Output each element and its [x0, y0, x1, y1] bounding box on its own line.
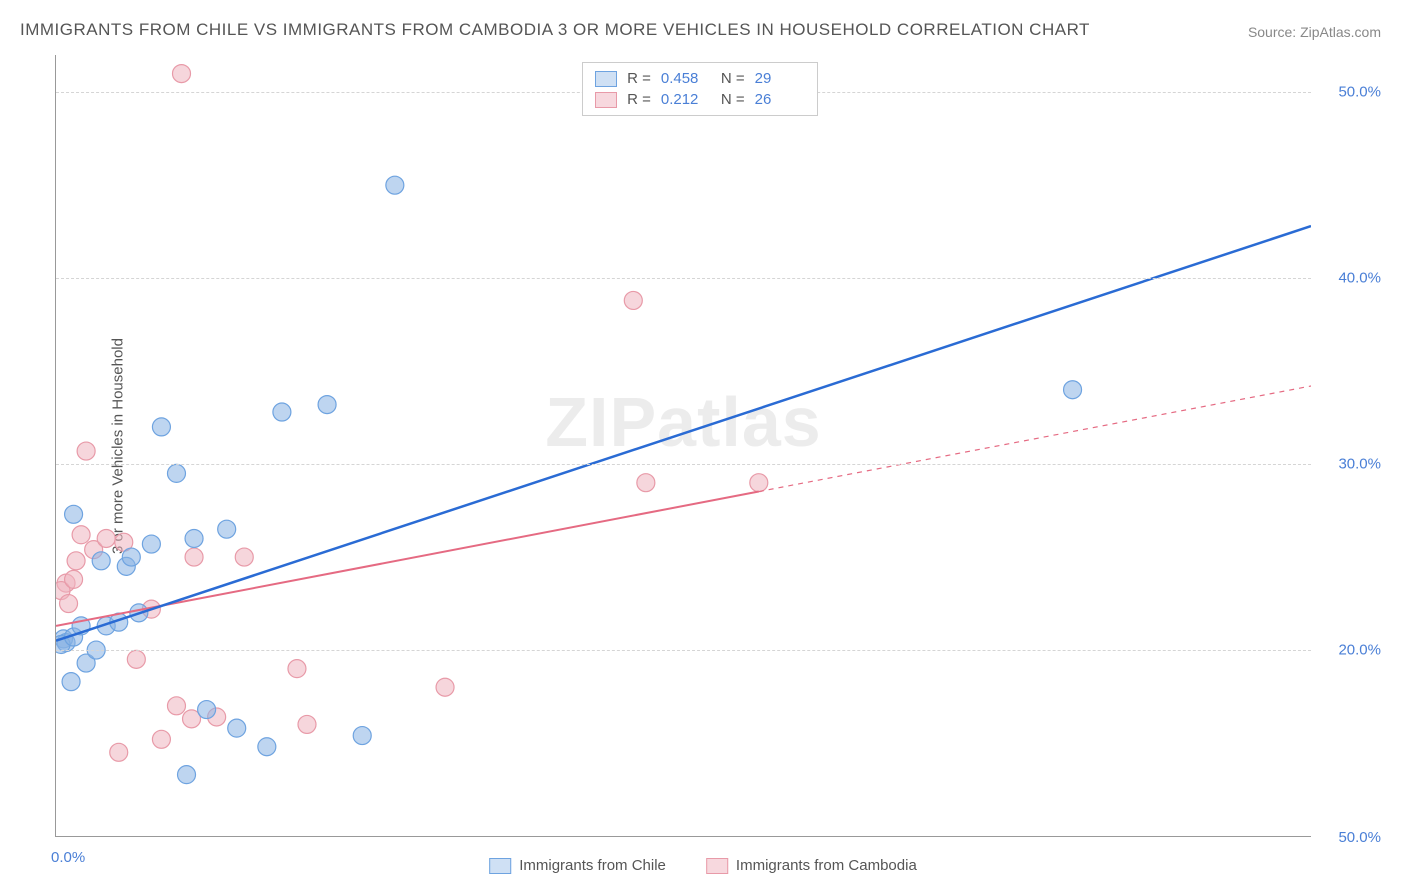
scatter-point-cambodia [637, 474, 655, 492]
r-label: R = [627, 91, 651, 108]
n-value: 29 [755, 70, 805, 87]
grid-line [56, 464, 1311, 465]
legend-row-cambodia: R = 0.212 N = 26 [595, 89, 805, 110]
scatter-point-cambodia [72, 526, 90, 544]
swatch-icon [595, 71, 617, 87]
scatter-point-chile [142, 535, 160, 553]
scatter-point-chile [353, 727, 371, 745]
legend-label: Immigrants from Chile [519, 857, 666, 874]
trend-line-cambodia-dashed [759, 386, 1311, 492]
scatter-point-chile [273, 403, 291, 421]
legend-row-chile: R = 0.458 N = 29 [595, 68, 805, 89]
scatter-point-chile [185, 529, 203, 547]
x-tick-label: 0.0% [51, 849, 85, 866]
scatter-point-chile [198, 701, 216, 719]
scatter-point-chile [167, 464, 185, 482]
scatter-point-chile [318, 396, 336, 414]
scatter-point-chile [386, 176, 404, 194]
scatter-point-cambodia [288, 660, 306, 678]
scatter-point-cambodia [624, 291, 642, 309]
trend-line-chile [56, 226, 1311, 641]
r-label: R = [627, 70, 651, 87]
scatter-point-chile [1064, 381, 1082, 399]
scatter-point-cambodia [185, 548, 203, 566]
grid-line [56, 650, 1311, 651]
scatter-point-cambodia [60, 595, 78, 613]
n-label: N = [721, 91, 745, 108]
y-tick-label: 50.0% [1321, 84, 1381, 101]
correlation-legend: R = 0.458 N = 29 R = 0.212 N = 26 [582, 62, 818, 116]
scatter-point-cambodia [167, 697, 185, 715]
scatter-point-cambodia [110, 743, 128, 761]
scatter-point-chile [62, 673, 80, 691]
n-value: 26 [755, 91, 805, 108]
scatter-point-cambodia [97, 529, 115, 547]
scatter-point-chile [258, 738, 276, 756]
scatter-point-chile [65, 505, 83, 523]
series-legend: Immigrants from Chile Immigrants from Ca… [489, 857, 917, 874]
scatter-point-cambodia [127, 650, 145, 668]
x-tick-label: 50.0% [1338, 829, 1381, 846]
scatter-point-cambodia [235, 548, 253, 566]
legend-label: Immigrants from Cambodia [736, 857, 917, 874]
r-value: 0.212 [661, 91, 711, 108]
legend-item-chile: Immigrants from Chile [489, 857, 666, 874]
scatter-point-chile [92, 552, 110, 570]
scatter-point-cambodia [152, 730, 170, 748]
chart-title: IMMIGRANTS FROM CHILE VS IMMIGRANTS FROM… [20, 20, 1090, 40]
grid-line [56, 278, 1311, 279]
n-label: N = [721, 70, 745, 87]
scatter-point-chile [228, 719, 246, 737]
swatch-icon [706, 858, 728, 874]
scatter-point-chile [178, 766, 196, 784]
scatter-point-cambodia [67, 552, 85, 570]
scatter-point-chile [122, 548, 140, 566]
legend-item-cambodia: Immigrants from Cambodia [706, 857, 917, 874]
y-tick-label: 20.0% [1321, 642, 1381, 659]
scatter-point-cambodia [77, 442, 95, 460]
chart-container: IMMIGRANTS FROM CHILE VS IMMIGRANTS FROM… [0, 0, 1406, 892]
swatch-icon [595, 92, 617, 108]
scatter-point-cambodia [173, 65, 191, 83]
y-tick-label: 30.0% [1321, 456, 1381, 473]
scatter-plot-svg [56, 55, 1311, 836]
scatter-point-cambodia [750, 474, 768, 492]
scatter-point-chile [218, 520, 236, 538]
scatter-point-cambodia [298, 715, 316, 733]
source-attribution: Source: ZipAtlas.com [1248, 24, 1381, 40]
swatch-icon [489, 858, 511, 874]
r-value: 0.458 [661, 70, 711, 87]
scatter-point-cambodia [65, 570, 83, 588]
y-tick-label: 40.0% [1321, 270, 1381, 287]
plot-area: ZIPatlas 20.0%30.0%40.0%50.0%0.0%50.0% [55, 55, 1311, 837]
scatter-point-cambodia [436, 678, 454, 696]
scatter-point-chile [152, 418, 170, 436]
